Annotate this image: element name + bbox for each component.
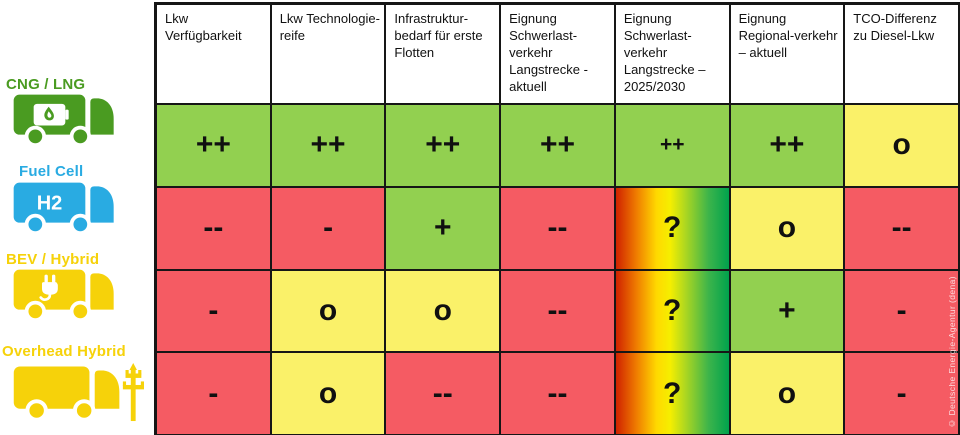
- column-header-verfuegbarkeit: Lkw Verfügbarkeit: [156, 4, 271, 104]
- rating-cell: -: [270, 186, 386, 270]
- column-header-technologiereife: Lkw Technologie-reife: [270, 4, 386, 104]
- rating-cell: o: [270, 352, 386, 435]
- column-header-schwerlast-aktuell: Eignung Schwerlast-verkehr Langstrecke -…: [500, 4, 615, 104]
- plug-truck-icon: [13, 269, 114, 322]
- rating-cell: ++: [614, 104, 730, 187]
- rating-cell: --: [385, 352, 501, 435]
- rating-cell: ++: [270, 104, 386, 187]
- copyright-credit: © Deutsche Energie-Agentur (dena): [947, 276, 957, 429]
- h2-badge: H2: [37, 192, 63, 214]
- rating-cell-uncertain: ?: [614, 352, 730, 435]
- rating-cell: -: [156, 352, 271, 435]
- column-header-regionalverkehr: Eignung Regional-verkehr – aktuell: [729, 4, 845, 104]
- rating-cell: o: [270, 269, 386, 353]
- vehicle-label-cng-lng: CNG / LNG: [6, 76, 86, 93]
- rating-cell: -: [844, 269, 959, 353]
- rating-cell: +: [385, 186, 501, 270]
- rating-table: Lkw Verfügbarkeit Lkw Technologie-reife …: [154, 2, 960, 435]
- rating-cell: -: [156, 269, 271, 353]
- rating-cell-uncertain: ?: [614, 269, 730, 353]
- column-header-infrastrukturbedarf: Infrastruktur-bedarf für erste Flotten: [385, 4, 501, 104]
- rating-cell: --: [156, 186, 271, 270]
- rating-cell: -: [844, 352, 959, 435]
- vehicle-label-bev-hybrid: BEV / Hybrid: [6, 251, 100, 268]
- rating-cell: o: [844, 104, 959, 187]
- rating-cell: ++: [729, 104, 845, 187]
- vehicle-label-overhead-hybrid: Overhead Hybrid: [2, 343, 126, 360]
- rating-cell: +: [729, 269, 845, 353]
- plug-icon: [39, 274, 58, 301]
- column-header-tco-differenz: TCO-Differenz zu Diesel-Lkw: [844, 4, 959, 104]
- rating-cell: --: [844, 186, 959, 270]
- rating-cell: o: [729, 352, 845, 435]
- rating-cell-uncertain: ?: [614, 186, 730, 270]
- rating-cell: o: [385, 269, 501, 353]
- cng-truck-icon: [13, 94, 114, 147]
- vehicle-label-fuel-cell: Fuel Cell: [19, 163, 84, 180]
- overhead-truck-icon: [13, 362, 144, 422]
- rating-cell: ++: [500, 104, 615, 187]
- pantograph-icon: [122, 362, 144, 422]
- rating-cell: --: [500, 186, 615, 270]
- vehicle-sidebar: CNG / LNG Fuel Cell H2 BEV: [0, 0, 153, 435]
- rating-cell: --: [500, 352, 615, 435]
- h2-truck-icon: H2: [13, 182, 114, 235]
- rating-cell: --: [500, 269, 615, 353]
- rating-cell: o: [729, 186, 845, 270]
- rating-cell: ++: [156, 104, 271, 187]
- column-header-schwerlast-2025-2030: Eignung Schwerlast-verkehr Langstrecke –…: [614, 4, 730, 104]
- rating-cell: ++: [385, 104, 501, 187]
